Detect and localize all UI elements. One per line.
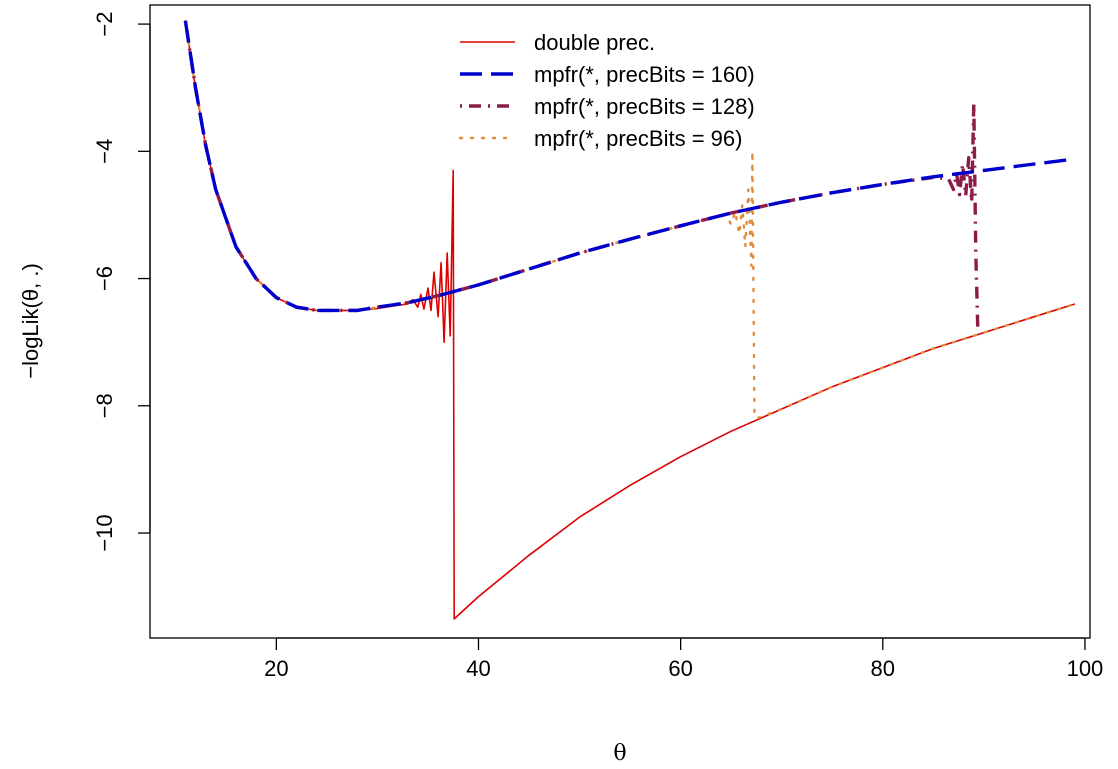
axes: 20 40 60 80 100 −10 −8 −6 −4 −2 (92, 12, 1103, 681)
x-tick-label: 20 (264, 656, 288, 681)
legend-label-4: mpfr(*, precBits = 96) (534, 126, 742, 151)
y-tick-label: −10 (92, 514, 117, 551)
series-layer (183, 19, 1076, 620)
x-tick-label: 40 (466, 656, 490, 681)
x-tick-label: 60 (668, 656, 692, 681)
y-tick-label: −8 (92, 393, 117, 418)
series-line-2 (183, 20, 1076, 313)
legend: double prec. mpfr(*, precBits = 160) mpfr(… (458, 30, 755, 151)
y-tick-label: −4 (92, 139, 117, 164)
legend-label-2: mpfr(*, precBits = 160) (534, 62, 755, 87)
legend-label-1: double prec. (534, 30, 655, 55)
legend-label-3: mpfr(*, precBits = 128) (534, 94, 755, 119)
y-tick-label: −6 (92, 266, 117, 291)
x-tick-label: 100 (1067, 656, 1104, 681)
x-axis-title: θ (613, 741, 626, 766)
y-axis-title: −logLik(θ, .) (18, 263, 43, 379)
x-tick-label: 80 (871, 656, 895, 681)
y-tick-label: −2 (92, 12, 117, 37)
